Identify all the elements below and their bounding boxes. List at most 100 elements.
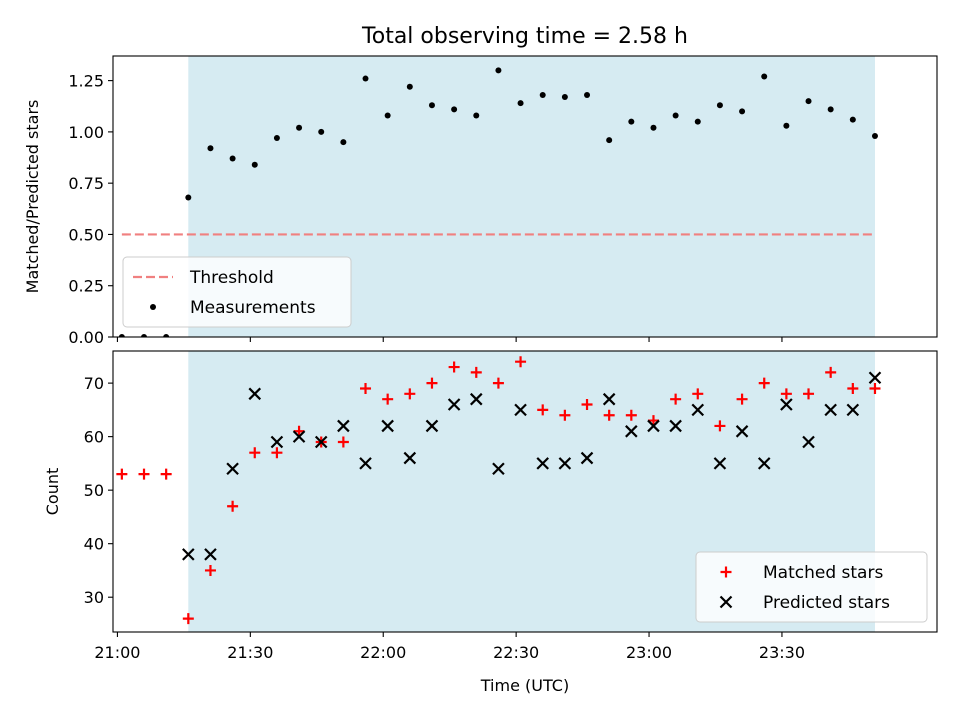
- matched-stars-point: [625, 409, 637, 421]
- matched-stars-point: [847, 382, 859, 394]
- matched-stars-point: [714, 420, 726, 432]
- axes-frame: [112, 350, 938, 633]
- measurement-point: [517, 100, 524, 107]
- x-tick-label: 21:00: [94, 643, 140, 662]
- predicted-stars-point: [447, 398, 461, 411]
- measurement-point: [428, 102, 435, 109]
- legend-entry-label: Predicted stars: [763, 593, 890, 613]
- measurement-point: [694, 118, 701, 125]
- y-tick-label: 50: [84, 481, 104, 500]
- count-panel: 30 40 50 60 70 21:00 21:30 22:00 22:30 23:00 23:30…: [43, 350, 938, 662]
- legend-box: [695, 551, 928, 623]
- measurement-point: [185, 194, 192, 201]
- x-tick-label: 21:30: [227, 643, 273, 662]
- y-tick-label: 60: [84, 428, 104, 447]
- legend-measurement-swatch: [150, 304, 156, 310]
- matched-stars-point: [204, 564, 216, 576]
- predicted-stars-point: [824, 403, 837, 417]
- measurement-point: [406, 83, 413, 90]
- y-tick-label: 30: [84, 588, 104, 607]
- y-axis-label: Matched/Predicted stars: [23, 100, 42, 294]
- measurement-point: [273, 135, 280, 142]
- measurement-point: [251, 161, 258, 168]
- x-tick-label: 22:00: [360, 643, 406, 662]
- matched-stars-point: [182, 613, 194, 625]
- predicted-stars-point: [381, 419, 394, 433]
- y-tick-label: 1.00: [68, 123, 104, 142]
- matched-stars-point: [825, 366, 837, 378]
- measurement-point: [606, 137, 613, 144]
- y-tick-label: 70: [84, 374, 104, 393]
- x-tick-label: 23:30: [759, 643, 805, 662]
- y-tick-label: 40: [84, 535, 104, 554]
- predicted-stars-point: [292, 430, 306, 443]
- measurement-point: [495, 67, 502, 74]
- matched-stars-point: [337, 436, 349, 448]
- measurement-point: [805, 98, 812, 105]
- predicted-stars-point: [314, 435, 328, 449]
- measurement-point: [871, 132, 878, 139]
- matched-stars-point: [780, 388, 792, 400]
- predicted-stars-point: [425, 419, 439, 433]
- predicted-stars-point: [647, 419, 660, 433]
- predicted-stars-point: [492, 462, 505, 476]
- measurement-point: [561, 94, 568, 101]
- measurement-point: [384, 112, 391, 119]
- y-tick-label: 0.50: [68, 225, 104, 244]
- predicted-stars-point: [469, 392, 483, 406]
- predicted-stars-point: [226, 462, 239, 476]
- matched-stars-point: [869, 382, 881, 394]
- matched-stars-point: [537, 404, 549, 416]
- legend: Threshold Measurements: [122, 256, 352, 328]
- matched-stars-point: [448, 361, 460, 373]
- matched-stars-point: [426, 377, 438, 389]
- y-axis-label: Count: [43, 468, 62, 516]
- measurement-point: [451, 106, 458, 113]
- predicted-stars-point: [625, 425, 638, 438]
- matched-stars-point: [293, 425, 305, 437]
- matched-stars-point: [692, 388, 704, 400]
- predicted-stars-point: [248, 387, 262, 401]
- measurement-point: [650, 124, 657, 131]
- predicted-stars-point: [580, 451, 594, 465]
- predicted-stars-point: [337, 419, 350, 433]
- matched-stars-point: [581, 399, 593, 411]
- x-axis-label: Time (UTC): [480, 676, 569, 695]
- matched-stars-point: [138, 468, 150, 480]
- y-tick-label: 1.25: [68, 72, 104, 91]
- measurement-point: [118, 334, 125, 337]
- matched-stars-point: [803, 388, 815, 400]
- matched-stars-point: [559, 409, 571, 421]
- predicted-stars-point: [182, 548, 195, 561]
- matched-stars-point: [160, 468, 172, 480]
- matched-stars-point: [360, 382, 372, 394]
- legend-entry-label: Threshold: [189, 268, 274, 288]
- predicted-stars-point: [270, 435, 284, 449]
- measurement-point: [539, 91, 546, 98]
- axes-frame: [112, 55, 938, 338]
- legend-entry-label: Measurements: [190, 298, 316, 318]
- matched-stars-point: [758, 377, 770, 389]
- measurement-point: [340, 139, 347, 146]
- matched-stars-point: [271, 447, 283, 459]
- legend-box: [122, 256, 352, 328]
- measurement-point: [296, 124, 303, 131]
- measurement-point: [229, 155, 236, 162]
- legend-matched-swatch: [720, 566, 732, 578]
- measurement-point: [584, 91, 591, 98]
- predicted-stars-point: [691, 403, 705, 417]
- measurement-point: [473, 112, 480, 119]
- predicted-stars-point: [713, 457, 727, 470]
- matched-stars-point: [492, 377, 504, 389]
- matched-stars-point: [404, 388, 416, 400]
- matched-stars-point: [249, 447, 261, 459]
- predicted-stars-point: [514, 403, 527, 417]
- legend-predicted-swatch: [719, 595, 733, 609]
- measurement-point: [716, 102, 723, 109]
- matched-stars-point: [382, 393, 394, 405]
- predicted-stars-point: [735, 425, 749, 438]
- matched-stars-point: [515, 356, 527, 368]
- measurement-point: [672, 112, 679, 119]
- chart-title: Total observing time = 2.58 h: [361, 24, 688, 49]
